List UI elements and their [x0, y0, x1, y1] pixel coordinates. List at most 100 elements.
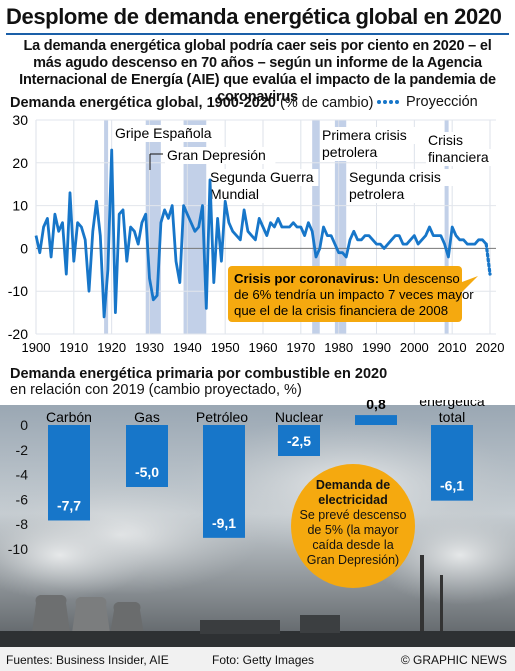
- footer-credit: © GRAPHIC NEWS: [400, 653, 507, 667]
- y-tick-label: 30: [12, 112, 28, 128]
- bar-0: [48, 425, 90, 521]
- bar-category-label-5: Demandaenergéticatotal: [419, 400, 485, 425]
- bar-value-label: -6,1: [440, 478, 464, 494]
- electricity-callout-text: Se prevé descenso de 5% (la mayor caída …: [299, 508, 407, 567]
- bar-y-tick-label: -6: [16, 491, 29, 507]
- series-line-projection: [484, 242, 492, 276]
- annotation-bg: [347, 169, 458, 186]
- bar-y-tick-label: 0: [20, 417, 28, 433]
- page-subtitle: La demanda energética global podría caer…: [19, 38, 496, 105]
- bar-category-label-4: Renovables: [352, 400, 426, 401]
- annotation-text: Segunda Guerra: [210, 169, 314, 185]
- annotation-bg: [320, 127, 431, 144]
- x-tick-label: 1970: [286, 340, 315, 355]
- line-chart-title-main: Demanda energética global, 1900-2020: [10, 95, 276, 111]
- period-annotation-0: Gripe Española: [113, 125, 224, 142]
- bar-1: [126, 425, 168, 487]
- annotation-text: Gripe Española: [115, 125, 212, 141]
- x-tick-label: 1980: [324, 340, 353, 355]
- coronavirus-callout-text: que el de la crisis financiera de 2008: [234, 303, 448, 318]
- bar-y-tick-label: -10: [8, 541, 28, 557]
- bar-category-text: Nuclear: [275, 409, 324, 425]
- bar-y-tick-label: -4: [16, 467, 29, 483]
- bar-chart: 0 -2 -4 -6 -8 -10 -7,7 -5,0 -9,1 -2,5 0,8 -6,1 Carbó…: [8, 400, 485, 557]
- bar-4: [355, 415, 397, 425]
- line-chart-title-unit: (% de cambio): [280, 95, 374, 111]
- bar-2: [203, 425, 245, 538]
- bar-value-label: -9,1: [212, 515, 236, 531]
- coronavirus-callout-text: Crisis por coronavirus: Un descenso: [234, 271, 460, 286]
- bar-chart-title: Demanda energética primaria por combusti…: [10, 366, 400, 398]
- annotation-bg: [208, 169, 319, 186]
- x-tick-label: 1930: [135, 340, 164, 355]
- annotation-text: financiera: [428, 149, 489, 165]
- bar-value-label: -7,7: [57, 497, 81, 513]
- footer: Fuentes: Business Insider, AIE Foto: Get…: [0, 647, 515, 671]
- bar-chart-subtitle: en relación con 2019 (cambio proyectado,…: [10, 382, 302, 398]
- annotation-bg: [347, 186, 420, 203]
- x-tick-label: 1920: [97, 340, 126, 355]
- x-tick-label: 1900: [22, 340, 51, 355]
- y-tick-label: 20: [12, 155, 28, 171]
- annotation-bg: [426, 149, 506, 166]
- shaded-period-4: [334, 120, 347, 334]
- bar-category-text: energética: [419, 400, 485, 409]
- period-annotation-1: Gran Depresión: [165, 147, 276, 164]
- x-tick-label: 2020: [476, 340, 505, 355]
- bar-category-text: Renovables: [352, 400, 426, 401]
- annotation-text: Primera crisis: [322, 127, 407, 143]
- footer-photo-credit: Foto: Getty Images: [212, 653, 315, 667]
- x-tick-label: 2010: [438, 340, 467, 355]
- bar-category-text: total: [439, 409, 465, 425]
- electricity-callout: Demanda de electricidad Se prevé descens…: [291, 464, 415, 588]
- x-tick-label: 1960: [249, 340, 278, 355]
- y-tick-label: -20: [8, 326, 28, 342]
- bar-y-tick-label: -2: [16, 442, 29, 458]
- bar-category-label-3: Nuclear: [275, 409, 324, 425]
- shaded-period-0: [104, 120, 109, 334]
- annotation-bg: [320, 144, 393, 161]
- electricity-callout-title: Demanda de electricidad: [315, 478, 391, 507]
- annotation-bg: [426, 132, 476, 149]
- projection-legend-swatch: [377, 100, 399, 104]
- coronavirus-callout-text: de 6% tendría un impacto 7 veces mayor: [234, 287, 474, 302]
- bar-category-label-2: Petróleo: [196, 409, 248, 425]
- bar-value-label: -5,0: [135, 464, 159, 480]
- bar-y-tick-label: -8: [16, 516, 29, 532]
- annotation-bg: [113, 125, 224, 142]
- bar-5: [431, 425, 473, 501]
- title-rule: [6, 33, 509, 35]
- annotation-bg: [165, 147, 276, 164]
- series-line-historical: [34, 148, 488, 319]
- shaded-period-2: [183, 120, 207, 334]
- annotation-text: Crisis: [428, 132, 463, 148]
- x-tick-label: 2000: [400, 340, 429, 355]
- bar-value-label: 0,8: [366, 400, 386, 412]
- bar-3: [278, 425, 320, 456]
- shaded-period-5: [444, 120, 449, 334]
- annotation-text: Segunda crisis: [349, 169, 441, 185]
- y-tick-label: 0: [20, 240, 28, 256]
- annotation-text: Gran Depresión: [167, 147, 266, 163]
- projection-legend-label: Proyección: [406, 94, 478, 110]
- bar-category-text: Carbón: [46, 409, 92, 425]
- y-tick-label: -10: [8, 283, 28, 299]
- x-tick-label: 1990: [362, 340, 391, 355]
- bar-category-text: Gas: [134, 409, 160, 425]
- coronavirus-callout-box: [228, 266, 462, 322]
- shaded-period-3: [312, 120, 320, 334]
- x-tick-label: 1950: [211, 340, 240, 355]
- y-tick-label: 10: [12, 198, 28, 214]
- page-title: Desplome de demanda energética global en…: [6, 4, 502, 29]
- annotation-text: Mundial: [210, 186, 259, 202]
- line-chart-title: Demanda energética global, 1900-2020 (% …: [10, 95, 373, 111]
- bar-chart-title-main: Demanda energética primaria por combusti…: [10, 366, 388, 382]
- line-chart-legend: Proyección: [376, 94, 478, 110]
- shaded-period-1: [145, 120, 161, 334]
